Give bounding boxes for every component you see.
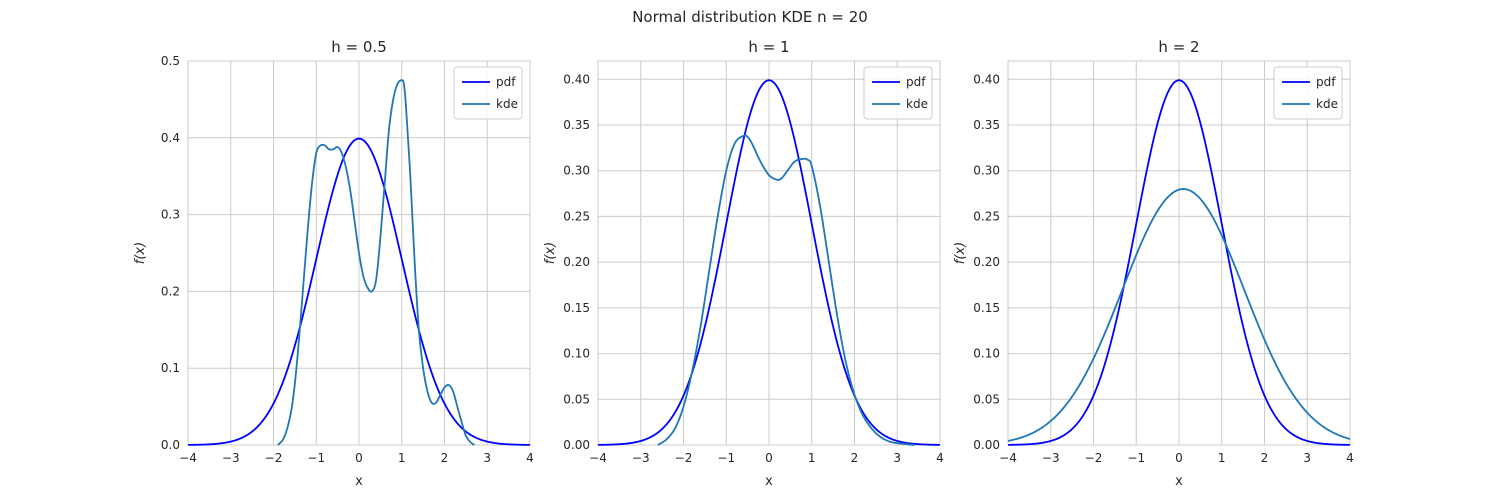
y-tick-label: 0.30 [973, 164, 1000, 178]
kde-line [657, 134, 915, 446]
y-tick-label: 0.35 [563, 118, 590, 132]
y-tick-label: 0.35 [973, 118, 1000, 132]
pdf-line [1007, 79, 1351, 446]
kde-line [277, 79, 475, 446]
y-tick-label: 0.15 [973, 301, 1000, 315]
pdf-line [187, 137, 531, 446]
x-tick-label: 2 [441, 451, 449, 465]
x-tick-label: 2 [851, 451, 859, 465]
x-axis-label: x [765, 474, 773, 489]
x-tick-label: −2 [265, 451, 283, 465]
y-tick-label: 0.40 [563, 72, 590, 86]
y-tick-label: 0.10 [973, 347, 1000, 361]
y-axis-label: f(x) [133, 242, 148, 264]
plot-frame [1007, 60, 1351, 446]
legend-label-kde: kde [496, 97, 518, 111]
subplot-h-2: −4 −3 −2 −1 0 1 2 3 4 0.00 0.05 0.10 0.15 0.20 0.25 0.3… [953, 38, 1354, 489]
y-tick-label: 0.25 [563, 209, 590, 223]
legend-label-kde: kde [906, 97, 928, 111]
x-tick-label: 1 [398, 451, 406, 465]
subplot-h-1: −4 −3 −2 −1 0 1 2 3 4 0.00 0.05 0.10 0.15 0.20 0.25 0.3… [543, 38, 944, 489]
legend-label-kde: kde [1316, 97, 1338, 111]
x-tick-label: −4 [999, 451, 1017, 465]
x-tick-label: 0 [355, 451, 363, 465]
y-tick-label: 0.15 [563, 301, 590, 315]
y-tick-label: 0.40 [973, 72, 1000, 86]
subplot-h-0-5: −4 −3 −2 −1 0 1 2 3 4 0.0 0.1 0.2 0.3 0.4 0.5 x f(x) h = … [133, 38, 534, 489]
legend-box [863, 66, 933, 120]
legend-box [1273, 66, 1343, 120]
y-tick-label: 0.0 [161, 438, 180, 452]
y-tick-label: 0.30 [563, 164, 590, 178]
x-tick-label: 4 [936, 451, 944, 465]
kde-line [1007, 188, 1351, 442]
y-tick-label: 0.05 [563, 392, 590, 406]
x-tick-label: 1 [808, 451, 816, 465]
x-tick-label: −1 [307, 451, 325, 465]
plot-frame [597, 60, 941, 446]
x-tick-label: −2 [1085, 451, 1103, 465]
x-tick-label: 2 [1261, 451, 1269, 465]
x-tick-label: 4 [1346, 451, 1354, 465]
legend-label-pdf: pdf [496, 75, 516, 89]
subplot-title: h = 1 [748, 38, 789, 56]
figure-title: Normal distribution KDE n = 20 [632, 8, 868, 26]
y-tick-label: 0.20 [563, 255, 590, 269]
x-tick-label: −3 [632, 451, 650, 465]
legend-label-pdf: pdf [1316, 75, 1336, 89]
x-tick-label: 0 [1175, 451, 1183, 465]
y-tick-label: 0.10 [563, 347, 590, 361]
x-axis-label: x [355, 474, 363, 489]
y-tick-label: 0.1 [161, 361, 180, 375]
x-tick-label: −4 [179, 451, 197, 465]
y-tick-label: 0.05 [973, 392, 1000, 406]
y-axis-label: f(x) [953, 242, 968, 264]
x-tick-label: 3 [1303, 451, 1311, 465]
x-axis-label: x [1175, 474, 1183, 489]
y-tick-label: 0.2 [161, 284, 180, 298]
subplot-title: h = 0.5 [331, 38, 386, 56]
x-tick-label: 4 [526, 451, 534, 465]
x-tick-label: −3 [1042, 451, 1060, 465]
y-tick-label: 0.00 [973, 438, 1000, 452]
x-tick-label: −1 [717, 451, 735, 465]
pdf-line [597, 79, 941, 446]
legend-box [453, 66, 523, 120]
y-tick-label: 0.00 [563, 438, 590, 452]
x-tick-label: 1 [1218, 451, 1226, 465]
y-tick-label: 0.3 [161, 208, 180, 222]
x-tick-label: −3 [222, 451, 240, 465]
subplot-title: h = 2 [1158, 38, 1199, 56]
y-tick-label: 0.4 [161, 131, 180, 145]
x-tick-label: 0 [765, 451, 773, 465]
plot-frame [187, 60, 531, 446]
y-tick-label: 0.25 [973, 209, 1000, 223]
x-tick-label: 3 [483, 451, 491, 465]
y-tick-label: 0.20 [973, 255, 1000, 269]
y-tick-label: 0.5 [161, 54, 180, 68]
x-tick-label: −2 [675, 451, 693, 465]
x-tick-label: 3 [893, 451, 901, 465]
x-tick-label: −4 [589, 451, 607, 465]
y-axis-label: f(x) [543, 242, 558, 264]
x-tick-label: −1 [1127, 451, 1145, 465]
legend-label-pdf: pdf [906, 75, 926, 89]
